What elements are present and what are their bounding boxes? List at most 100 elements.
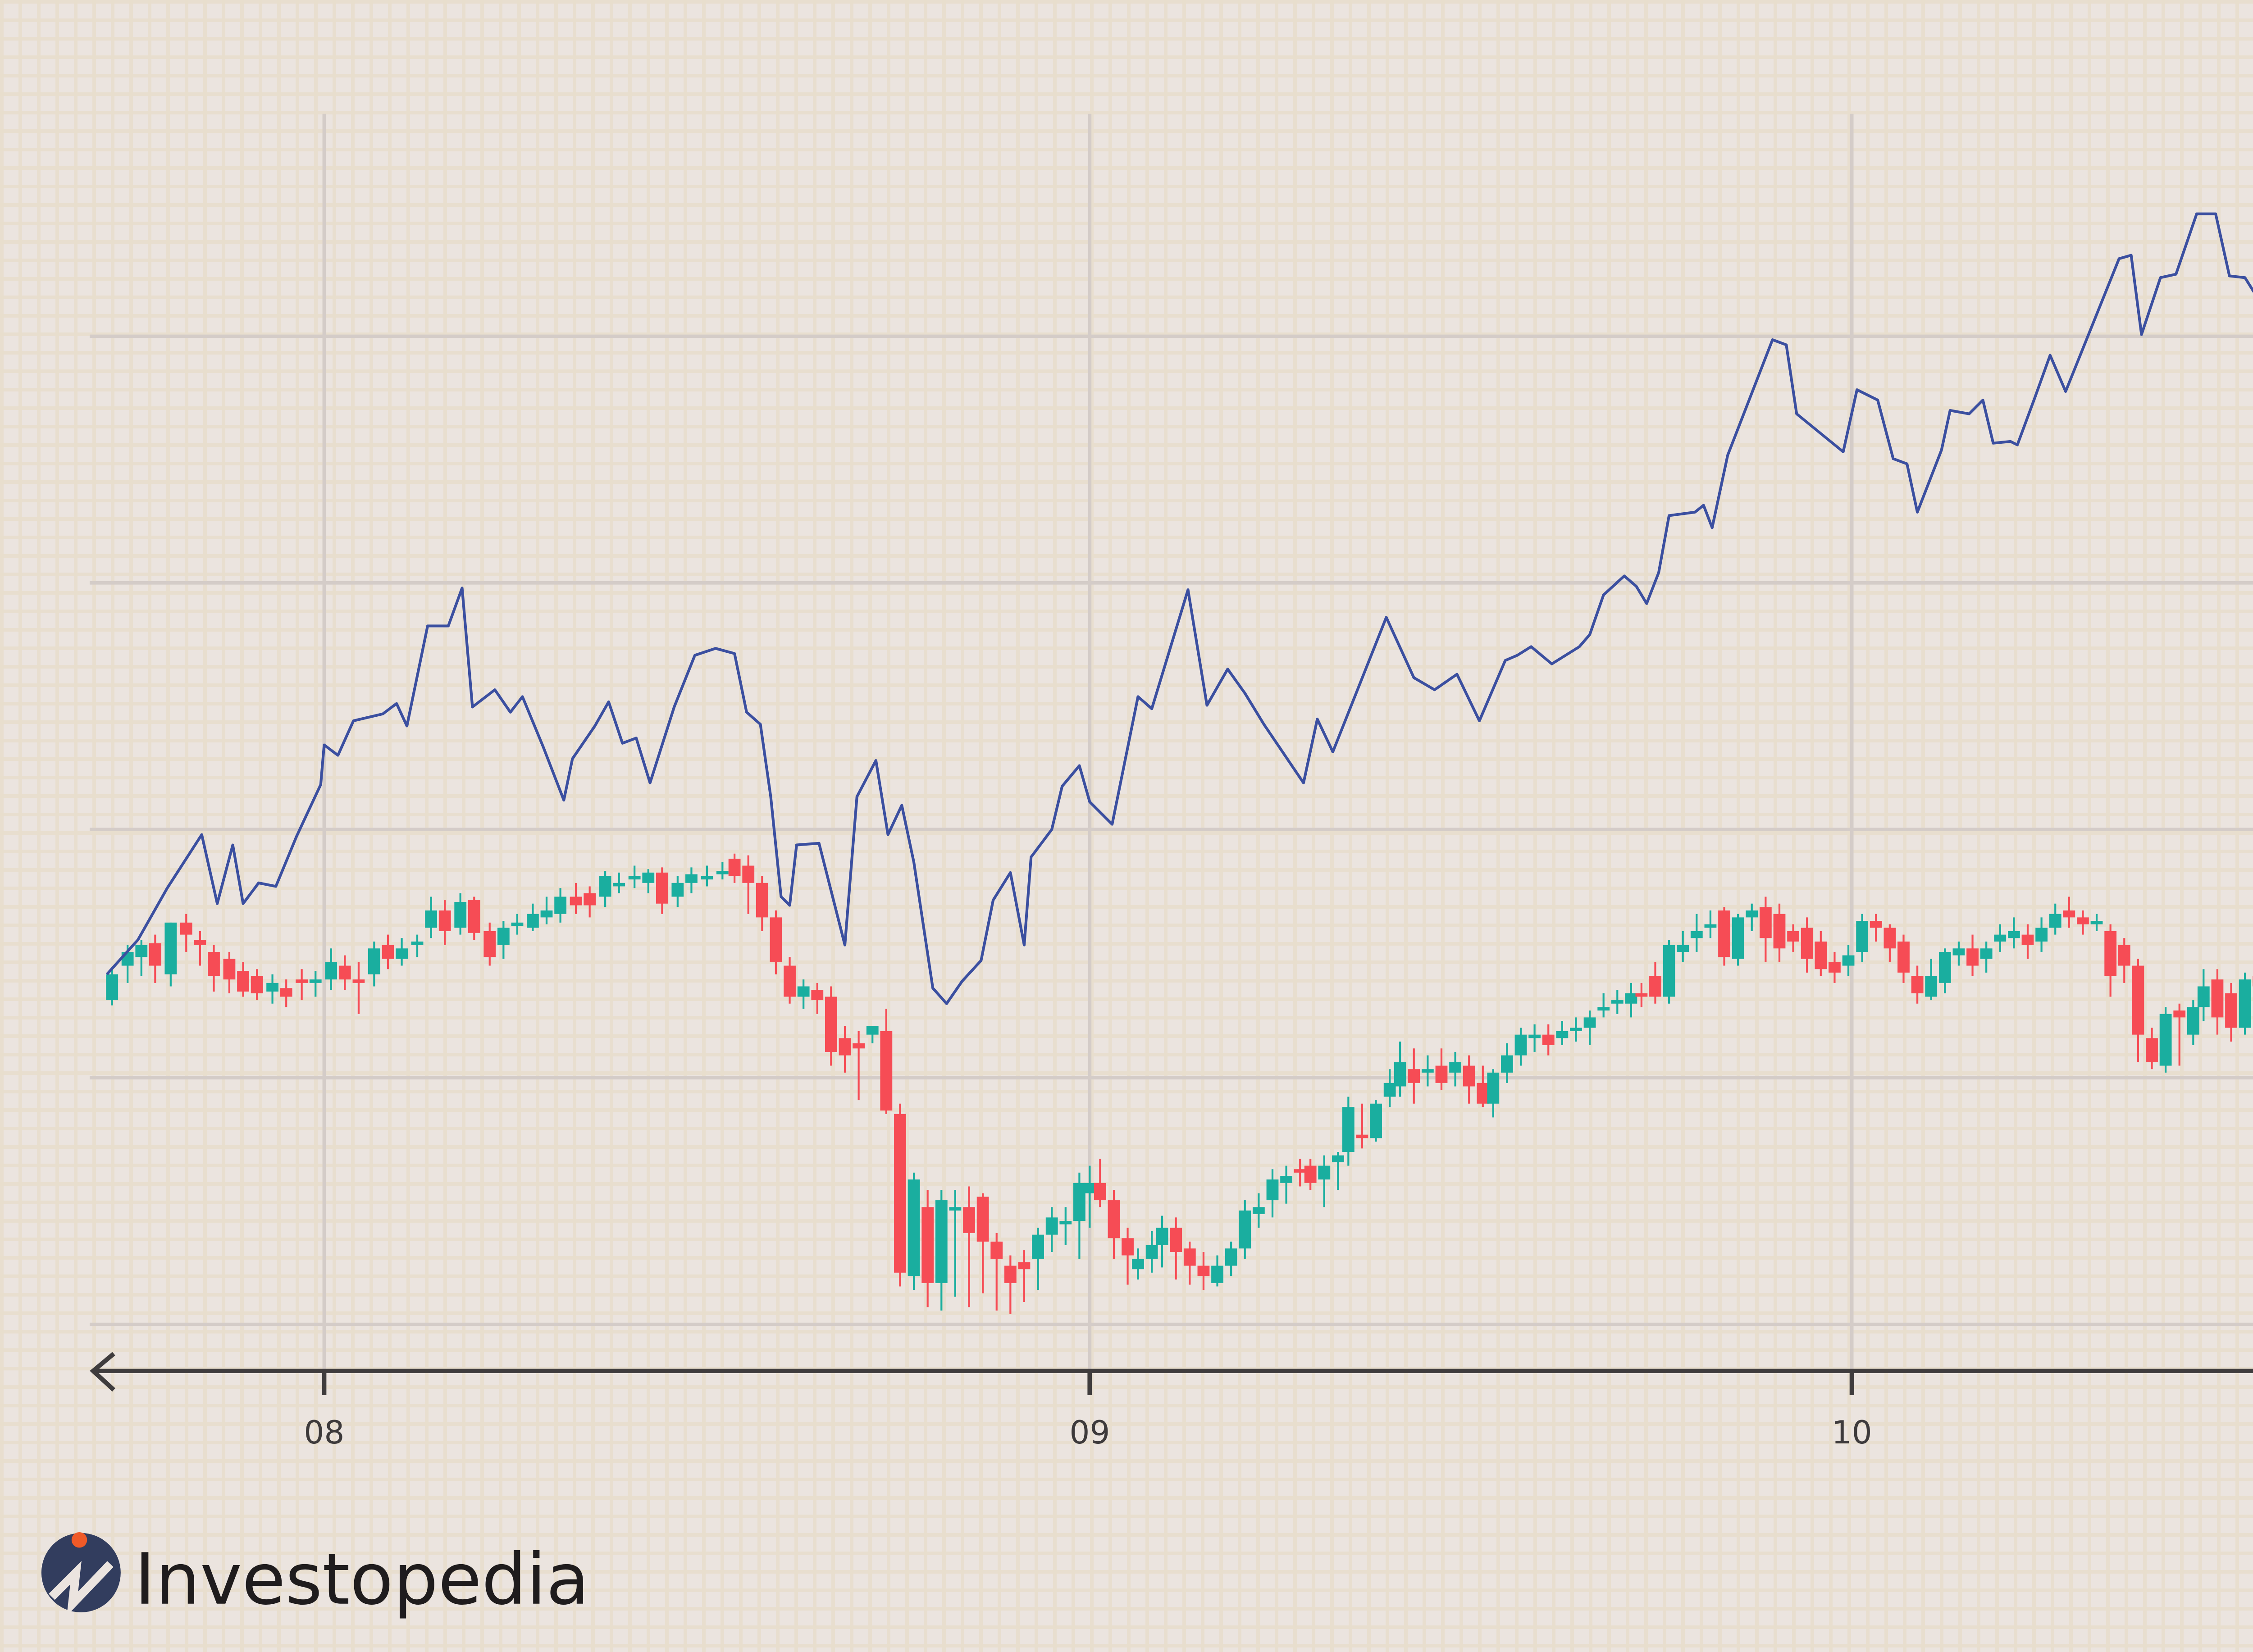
candle-down [1542,1034,1555,1045]
candle-down [742,865,755,883]
candle-down [963,1207,975,1233]
candle-down [2132,965,2144,1035]
candle-up [1842,955,1855,966]
candle-up [1514,1034,1527,1056]
candle-up [1280,1176,1292,1183]
candle-up [2007,931,2020,938]
candle-down [784,965,796,997]
candle-down [1435,1065,1448,1083]
candle-down [1408,1069,1420,1083]
candle-down [1170,1228,1182,1252]
candle-up [1677,945,1689,952]
candle-up [1318,1165,1331,1180]
candle-down [728,859,741,876]
candle-up [1746,910,1758,918]
logo-wordmark: Investopedia [134,1538,589,1621]
x-axis-arrow-icon [90,1352,115,1392]
candle-down [825,997,837,1052]
candle-up [1925,976,1938,997]
candle-up [1059,1221,1072,1224]
investopedia-logo: Investopedia [41,1532,589,1621]
candle-up [1597,1007,1610,1011]
x-tick-label: 10 [1832,1414,1872,1451]
candle-up [1856,921,1869,952]
candle-up [554,897,567,914]
candle-up [1625,993,1637,1004]
candle-up [1732,917,1744,959]
candle-down [584,893,596,906]
candle-up [1211,1265,1223,1283]
candle-up [497,928,510,945]
candle-down [251,976,263,993]
candle-down [2211,979,2224,1018]
candle-up [1487,1072,1500,1104]
candle-up [1394,1062,1406,1087]
candle-up [1266,1179,1279,1201]
candlestick-series [106,853,2253,1314]
candle-down [570,897,582,906]
candle-up [613,883,625,887]
candle-up [671,883,684,897]
candle-up [701,876,713,880]
candle-down [1759,907,1772,938]
candle-down [2077,917,2089,924]
candle-down [990,1241,1003,1259]
candle-down [149,943,161,966]
candle-up [454,901,467,928]
candle-down [180,922,192,935]
candle-up [1239,1211,1251,1249]
axes [90,1352,2253,1395]
candle-down [839,1038,851,1056]
candle-down [880,1031,893,1111]
candle-up [1556,1031,1569,1038]
candle-down [1197,1265,1210,1276]
candle-up [949,1207,962,1211]
candle-down [208,951,220,976]
candle-up [2035,928,2048,942]
candle-up [1938,951,1951,983]
candle-up [797,986,810,997]
candle-down [2225,993,2237,1028]
candle-down [280,988,292,997]
logo-dot-icon [71,1532,87,1548]
candle-up [2049,914,2061,928]
candle-up [368,948,380,974]
candle-up [1611,1000,1624,1004]
candle-down [1897,941,1910,973]
candle-down [1463,1065,1475,1087]
candle-up [1032,1234,1044,1259]
candle-down [1884,928,1896,949]
candle-up [135,945,148,957]
candle-down [894,1114,906,1273]
candle-up [396,948,408,959]
candle-down [2063,910,2075,918]
candle-up [866,1026,879,1035]
candle-down [237,971,249,992]
candle-down [1773,914,1786,949]
candle-up [1980,948,1993,959]
candle-up [1449,1062,1461,1073]
candle-up [1332,1155,1344,1162]
candle-up [1370,1103,1382,1138]
candle-up [1252,1207,1265,1214]
candle-up [309,979,322,983]
candle-down [1183,1248,1196,1266]
candle-up [935,1200,948,1283]
candle-down [811,990,824,1001]
major-gridlines [89,114,2253,1371]
candle-up [716,871,729,874]
candle-up [2187,1007,2199,1035]
candle-up [1073,1183,1085,1221]
candle-down [2104,931,2117,976]
candle-up [2197,986,2210,1007]
candle-down [223,959,236,980]
x-tick-label: 08 [304,1414,344,1451]
candle-up [1421,1069,1434,1073]
candle-up [266,983,278,992]
investopedia-mark-icon [41,1532,121,1616]
candle-up [1704,924,1717,928]
candle-up [1132,1259,1144,1270]
candle-up [1583,1017,1596,1028]
